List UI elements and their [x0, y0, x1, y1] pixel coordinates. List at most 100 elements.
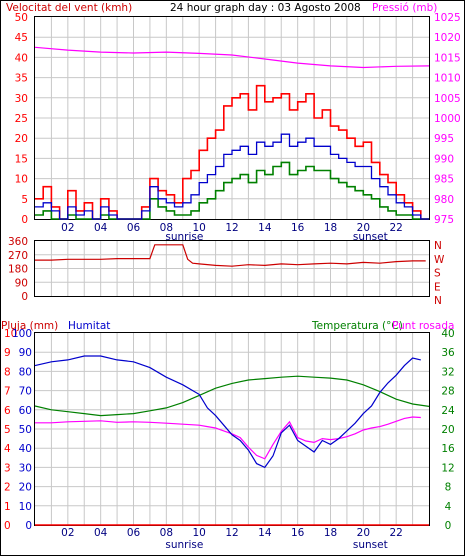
- pressure-y-tick: 990: [434, 153, 454, 165]
- wind-y-tick: 25: [15, 113, 28, 125]
- pressure-label: Pressió (mb): [372, 2, 437, 14]
- x-tick-top: 10: [192, 222, 205, 234]
- compass-tick: N: [434, 295, 442, 307]
- temperature-y-tick: 0: [445, 520, 452, 532]
- x-tick-top: 06: [127, 222, 141, 234]
- x-tick-top: 14: [258, 222, 272, 234]
- temperature-y-tick: 12: [441, 462, 454, 474]
- wind-y-tick: 5: [21, 194, 28, 206]
- humidity-y-tick: 40: [19, 443, 32, 455]
- temperature-y-tick: 28: [441, 386, 454, 398]
- pressure-y-tick: 1020: [434, 32, 461, 44]
- wind-y-tick: 0: [21, 214, 28, 226]
- series-layer: [34, 46, 430, 526]
- humidity-y-tick: 80: [19, 366, 32, 378]
- pressure-y-tick: 1025: [434, 12, 461, 24]
- compass-tick: E: [434, 281, 441, 293]
- humidity-y-tick: 50: [19, 424, 32, 436]
- pressure-y-tick: 980: [434, 194, 454, 206]
- humidity-series: [34, 355, 421, 469]
- dewpoint-label: Punt rosada: [392, 320, 454, 332]
- rain-label: Pluja (mm): [1, 320, 58, 332]
- rain-y-tick: 6: [4, 405, 11, 417]
- pressure-series: [34, 46, 430, 69]
- humidity-label: Humitat: [68, 320, 110, 332]
- humidity-y-tick: 0: [25, 520, 32, 532]
- pressure-y-tick: 1015: [434, 52, 461, 64]
- x-tick-bottom: 14: [258, 527, 272, 539]
- sunrise-label-bottom: sunrise: [165, 539, 203, 551]
- compass-tick: S: [434, 268, 441, 280]
- pressure-y-tick: 975: [434, 214, 454, 226]
- compass-tick: W: [434, 254, 445, 266]
- pressure-y-tick: 1000: [434, 113, 461, 125]
- humidity-y-tick: 60: [19, 405, 32, 417]
- x-tick-bottom: 18: [324, 527, 337, 539]
- x-tick-bottom: 10: [192, 527, 205, 539]
- x-tick-top: 12: [225, 222, 238, 234]
- humidity-y-tick: 90: [19, 347, 32, 359]
- sunrise-label-top: sunrise: [165, 231, 203, 243]
- humidity-y-tick: 100: [12, 328, 32, 340]
- x-tick-top: 20: [357, 222, 370, 234]
- x-tick-bottom: 04: [94, 527, 108, 539]
- x-tick-bottom: 12: [225, 527, 238, 539]
- pressure-y-tick: 1010: [434, 73, 461, 85]
- temperature-y-tick: 20: [441, 424, 454, 436]
- temperature-y-tick: 24: [441, 405, 455, 417]
- wind-direction-series: [35, 244, 426, 267]
- humidity-y-tick: 10: [19, 501, 32, 513]
- pressure-y-tick: 995: [434, 133, 454, 145]
- temperature-label: Temperatura (°C): [311, 320, 403, 332]
- x-tick-bottom: 08: [160, 527, 173, 539]
- temperature-y-tick: 40: [441, 328, 454, 340]
- rain-y-tick: 9: [4, 347, 11, 359]
- pressure-y-tick: 1005: [434, 93, 461, 105]
- x-tick-top: 08: [160, 222, 173, 234]
- temperature-y-tick: 16: [441, 443, 455, 455]
- temperature-series: [34, 375, 430, 417]
- x-tick-bottom: 16: [291, 527, 305, 539]
- wind-y-tick: 40: [15, 52, 28, 64]
- sunset-label-bottom: sunset: [353, 539, 388, 551]
- rain-y-tick: 5: [4, 424, 11, 436]
- x-tick-bottom: 06: [127, 527, 141, 539]
- humidity-y-tick: 30: [19, 462, 32, 474]
- wind-y-tick: 50: [15, 12, 28, 24]
- x-tick-top: 22: [389, 222, 402, 234]
- temperature-y-tick: 8: [445, 482, 452, 494]
- x-tick-top: 04: [94, 222, 108, 234]
- rain-y-tick: 0: [4, 520, 11, 532]
- humidity-y-tick: 20: [19, 482, 32, 494]
- wind-y-tick: 15: [15, 153, 28, 165]
- rain-y-tick: 2: [4, 482, 11, 494]
- direction-y-tick: 180: [8, 264, 28, 276]
- direction-y-tick: 0: [21, 291, 28, 303]
- rain-y-tick: 3: [4, 462, 11, 474]
- rain-y-tick: 4: [4, 443, 11, 455]
- rain-y-tick: 1: [4, 501, 11, 513]
- direction-y-tick: 90: [15, 277, 28, 289]
- humidity-y-tick: 70: [19, 386, 32, 398]
- direction-y-tick: 360: [8, 236, 28, 248]
- wind-y-tick: 45: [15, 32, 28, 44]
- wind-y-tick: 35: [15, 73, 28, 85]
- x-tick-bottom: 20: [357, 527, 370, 539]
- temperature-y-tick: 4: [445, 501, 452, 513]
- rain-y-tick: 10: [4, 328, 17, 340]
- rain-y-tick: 8: [4, 366, 11, 378]
- pressure-y-tick: 985: [434, 174, 454, 186]
- temperature-y-tick: 32: [441, 366, 454, 378]
- wind-speed-label: Velocitat del vent (kmh): [6, 2, 132, 14]
- dewpoint-series: [35, 416, 421, 460]
- rain-y-tick: 7: [4, 386, 11, 398]
- graph-title: 24 hour graph day : 03 Agosto 2008: [170, 2, 361, 14]
- wind-average-series: [35, 133, 429, 220]
- axis-layer: 0202040406060808101012121414161618182020…: [4, 12, 461, 551]
- x-tick-bottom: 22: [389, 527, 402, 539]
- x-tick-top: 16: [291, 222, 305, 234]
- x-tick-top: 18: [324, 222, 337, 234]
- temperature-y-tick: 36: [441, 347, 455, 359]
